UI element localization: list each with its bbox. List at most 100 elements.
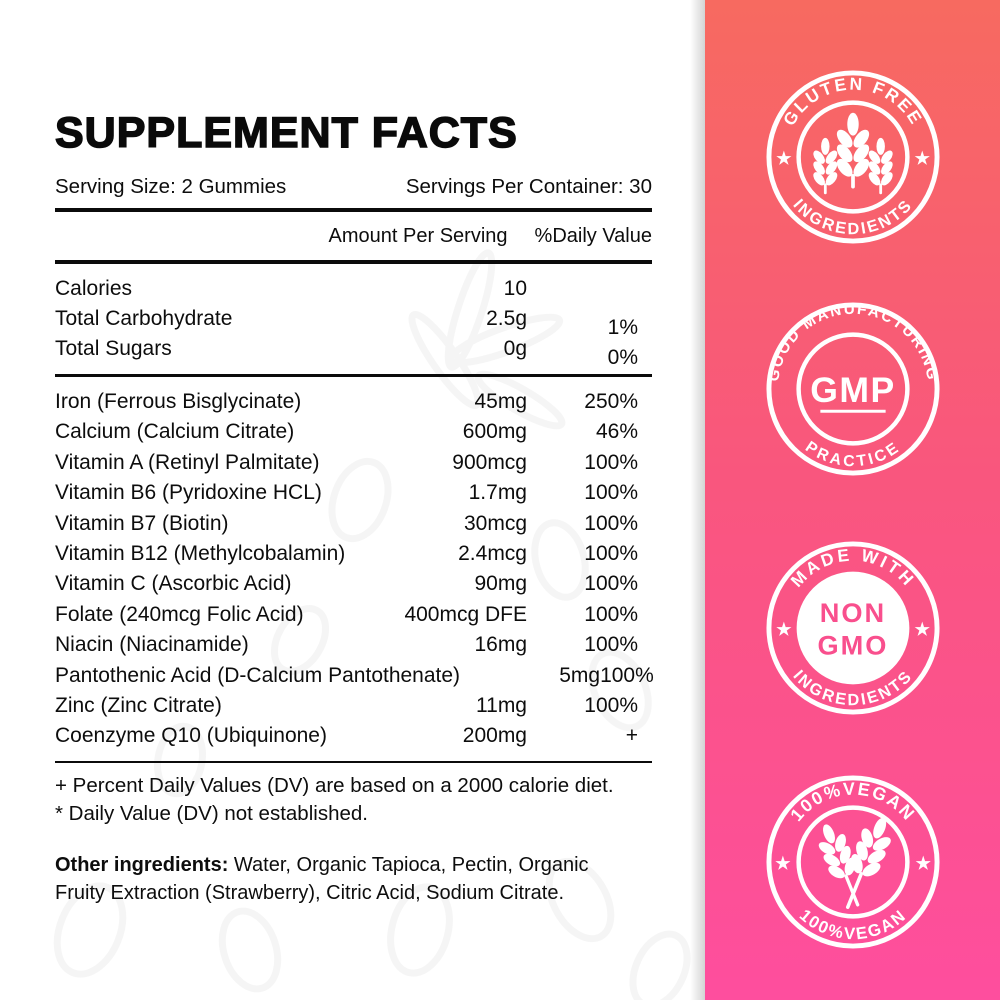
nutrient-name: Vitamin B12 (Methylcobalamin) xyxy=(55,542,346,566)
badge-outer-ring xyxy=(765,70,940,244)
badge-non-gmo: MADE WITH INGREDIENTS ★ ★ NON GMO xyxy=(765,541,940,715)
nutrient-dv: 100% xyxy=(584,572,638,596)
badge-outer-ring xyxy=(765,541,940,715)
column-header-amount: Amount Per Serving xyxy=(328,225,508,247)
nutrient-name: Vitamin B7 (Biotin) xyxy=(55,511,229,535)
nutrient-amount: 900mcg xyxy=(452,450,527,474)
badge-inner-ring xyxy=(795,805,910,919)
nutrient-name: Niacin (Niacinamide) xyxy=(55,633,249,657)
nutrient-dv: 0% xyxy=(607,345,638,369)
nutrient-dv: + xyxy=(625,724,638,748)
badge-outer-ring xyxy=(765,302,940,476)
star-icon: ★ xyxy=(914,149,930,168)
nutrient-name: Calcium (Calcium Citrate) xyxy=(55,420,295,444)
footnote-dv-not-established: * Daily Value (DV) not established. xyxy=(55,802,368,826)
nutrient-amount: 1.7mg xyxy=(468,481,527,505)
nutrient-amount: 5mg xyxy=(559,663,601,687)
nutrient-name: Pantothenic Acid (D-Calcium Pantothenate… xyxy=(55,663,461,687)
badge-gluten-free: GLUTEN FREE INGREDIENTS ★ ★ xyxy=(765,70,940,244)
serving-size: Serving Size: 2 Gummies xyxy=(55,175,287,198)
nutrient-name: Total Sugars xyxy=(55,336,172,360)
star-icon: ★ xyxy=(776,620,792,639)
divider xyxy=(55,373,652,377)
nutrient-name: Vitamin A (Retinyl Palmitate) xyxy=(55,450,320,474)
nutrient-amount: 2.4mcg xyxy=(458,542,527,566)
badge-center-line1: NON xyxy=(819,597,885,628)
nutrient-amount: 45mg xyxy=(474,390,527,413)
table-row: Total Sugars 0g 0% xyxy=(55,334,652,369)
divider xyxy=(55,260,652,264)
nutrient-name: Iron (Ferrous Bisglycinate) xyxy=(55,390,302,413)
nutrient-dv: 250% xyxy=(584,390,638,413)
nutrient-amount: 16mg xyxy=(474,633,527,657)
table-row: Pantothenic Acid (D-Calcium Pantothenate… xyxy=(55,661,654,691)
nutrient-name: Folate (240mcg Folic Acid) xyxy=(55,602,304,626)
nutrient-dv: 100% xyxy=(584,511,638,535)
panel-title: SUPPLEMENT FACTS xyxy=(54,109,518,157)
nutrient-dv: 100% xyxy=(600,663,654,687)
nutrient-dv: 100% xyxy=(584,633,638,657)
nutrient-amount: 200mg xyxy=(462,724,527,748)
nutrient-amount: 2.5g xyxy=(486,306,527,330)
table-header-row: Amount Per Serving %Daily Value xyxy=(55,212,652,260)
nutrient-dv: 100% xyxy=(584,542,638,566)
badge-center-line2: GMO xyxy=(817,630,888,661)
table-row: Calcium (Calcium Citrate) 600mg 46% xyxy=(55,417,652,447)
badge-center-text: GMP xyxy=(810,370,896,410)
nutrient-dv: 1% xyxy=(607,315,638,339)
badge-gmp: GOOD MANUFACTURING PRACTICE GMP xyxy=(765,301,940,476)
nutrient-amount: 30mcg xyxy=(463,511,527,535)
nutrient-name: Vitamin B6 (Pyridoxine HCL) xyxy=(55,481,322,505)
table-row: Vitamin B6 (Pyridoxine HCL) 1.7mg 100% xyxy=(55,478,652,508)
macro-rows: Calories 10 Total Carbohydrate 2.5g 1% T… xyxy=(55,264,652,370)
table-row: Niacin (Niacinamide) 16mg 100% xyxy=(55,630,652,660)
table-row: Vitamin A (Retinyl Palmitate) 900mcg 100… xyxy=(55,448,652,478)
nutrient-dv: 46% xyxy=(595,420,638,444)
table-row: Vitamin B7 (Biotin) 30mcg 100% xyxy=(55,509,652,539)
badge-vegan: 100%VEGAN 100%VEGAN ★ ★ xyxy=(765,775,940,949)
nutrient-amount: 11mg xyxy=(476,694,527,718)
nutrient-name: Calories xyxy=(55,276,133,300)
nutrient-amount: 0g xyxy=(503,336,527,360)
divider xyxy=(55,208,652,212)
nutrient-amount: 400mcg DFE xyxy=(404,602,527,626)
nutrient-dv: 100% xyxy=(584,694,638,718)
nutrient-name: Vitamin C (Ascorbic Acid) xyxy=(55,572,292,596)
divider xyxy=(55,760,652,764)
page-edge-shadow xyxy=(690,0,705,1000)
table-row: Zinc (Zinc Citrate) 11mg 100% xyxy=(55,691,652,721)
star-icon: ★ xyxy=(775,854,791,873)
table-row: Iron (Ferrous Bisglycinate) 45mg 250% xyxy=(55,387,652,417)
badge-inner-disc xyxy=(796,571,909,685)
svg-text:INGREDIENTS: INGREDIENTS xyxy=(789,196,916,239)
servings-per-container: Servings Per Container: 30 xyxy=(405,175,652,198)
star-icon: ★ xyxy=(776,149,792,168)
star-icon: ★ xyxy=(915,854,931,873)
wheat-stalks-icon xyxy=(809,811,901,909)
table-row: Folate (240mcg Folic Acid) 400mcg DFE 10… xyxy=(55,600,652,630)
footnote-daily-values: + Percent Daily Values (DV) are based on… xyxy=(55,774,614,798)
nutrient-name: Coenzyme Q10 (Ubiquinone) xyxy=(55,724,327,748)
badge-top-text: 100%VEGAN xyxy=(786,779,917,825)
table-row: Total Carbohydrate 2.5g 1% xyxy=(55,304,652,339)
table-row: Calories 10 xyxy=(55,274,652,304)
star-icon: ★ xyxy=(914,620,930,639)
serving-info-row: Serving Size: 2 Gummies Servings Per Con… xyxy=(55,175,652,199)
wheat-grain-icon xyxy=(810,112,895,195)
svg-text:100%VEGAN: 100%VEGAN xyxy=(786,779,919,825)
column-header-daily-value: %Daily Value xyxy=(534,225,652,247)
nutrient-amount: 90mg xyxy=(474,572,527,596)
nutrient-name: Total Carbohydrate xyxy=(55,306,233,330)
other-ingredients-text: Water, Organic Tapioca, Pectin, Organic … xyxy=(55,854,589,905)
certification-sidebar: GLUTEN FREE INGREDIENTS ★ ★ GOOD MANUFAC… xyxy=(705,0,1000,1000)
other-ingredients-label: Other ingredients: xyxy=(55,854,229,877)
table-row: Vitamin B12 (Methylcobalamin) 2.4mcg 100… xyxy=(55,539,652,569)
badge-inner-ring xyxy=(795,100,910,214)
nutrient-rows: Iron (Ferrous Bisglycinate) 45mg 250% Ca… xyxy=(55,377,654,752)
nutrient-dv: 100% xyxy=(584,602,638,626)
supplement-facts-panel: SUPPLEMENT FACTS Serving Size: 2 Gummies… xyxy=(54,0,654,907)
nutrient-dv: 100% xyxy=(584,450,638,474)
table-row: Vitamin C (Ascorbic Acid) 90mg 100% xyxy=(55,569,652,599)
nutrient-amount: 10 xyxy=(503,276,527,300)
